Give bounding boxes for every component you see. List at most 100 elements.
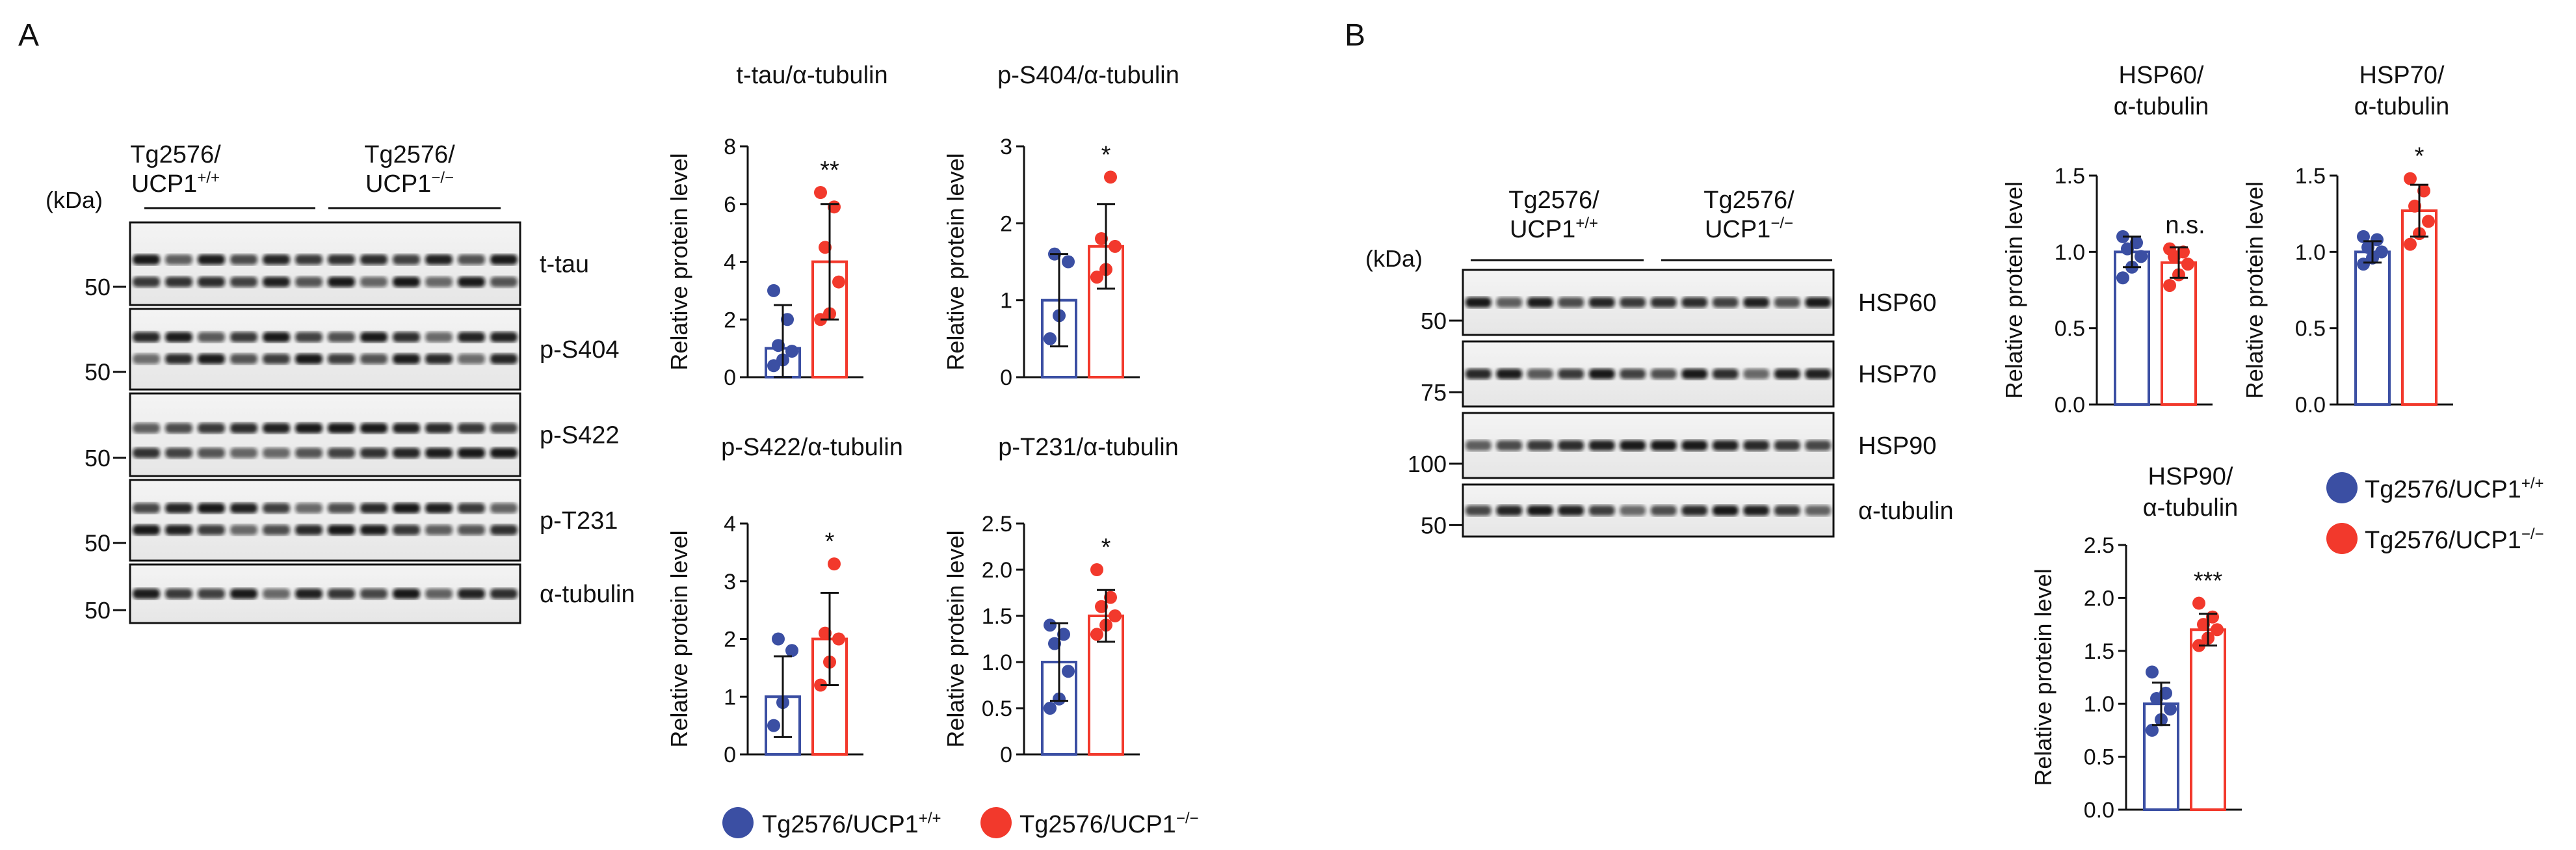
y-tick-label-3-4: 2.0: [982, 558, 1012, 583]
chart-title-2: p-S422/α-tubulin: [721, 434, 903, 461]
a-band-0-6-0: [328, 254, 355, 265]
y-label-6: Relative protein level: [2030, 568, 2057, 786]
a-band-0-3-0: [230, 254, 257, 265]
a-band-1-5-0: [295, 332, 322, 343]
point-3-0-0: [1044, 702, 1057, 715]
a-blot-label-0: t-tau: [540, 251, 589, 278]
a-band-2-7-0: [360, 423, 388, 434]
chart-title-6: HSP90/: [2148, 463, 2233, 490]
legend-b-wt-label: Tg2576/UCP1+/+: [2365, 475, 2544, 503]
legend-a-ko-marker: [980, 807, 1012, 838]
point-3-1-2: [1109, 609, 1122, 622]
b-band-1-0-0: [1465, 369, 1492, 379]
y-tick-label-3-1: 0.5: [982, 697, 1012, 721]
a-band-2-10-1: [458, 447, 485, 458]
a-band-3-1-0: [165, 503, 192, 514]
point-2-0-2: [785, 644, 798, 657]
b-band-2-7-0: [1681, 440, 1708, 451]
a-band-4-0-0: [133, 589, 160, 599]
point-4-0-3: [2121, 242, 2134, 256]
point-0-1-2: [832, 275, 845, 289]
b-band-2-9-0: [1743, 440, 1770, 451]
point-0-1-3: [819, 241, 832, 254]
a-band-1-10-0: [458, 332, 485, 343]
a-blot-0: [129, 221, 521, 306]
point-1-1-4: [1104, 170, 1117, 184]
a-band-3-9-0: [425, 503, 453, 514]
y-label-2: Relative protein level: [666, 530, 692, 747]
point-5-1-3: [2408, 199, 2421, 213]
b-band-0-3-0: [1558, 297, 1584, 308]
legend-a-wt-marker: [722, 807, 754, 838]
b-band-1-4-0: [1588, 369, 1615, 379]
b-band-2-2-0: [1527, 440, 1553, 451]
point-0-0-4: [781, 313, 794, 326]
a-band-2-10-0: [458, 423, 485, 434]
point-6-1-5: [2192, 596, 2205, 610]
a-band-4-4-0: [263, 589, 290, 599]
b-band-0-1-0: [1496, 297, 1523, 308]
b-band-2-8-0: [1712, 440, 1739, 451]
point-4-0-2: [2135, 250, 2148, 263]
point-1-1-2: [1109, 239, 1122, 253]
point-3-0-5: [1044, 618, 1057, 632]
panel-b-blot: Tg2576/ UCP1+/+ Tg2576/ UCP1−/− (kDa) HS…: [1365, 187, 1954, 538]
a-band-3-11-0: [490, 503, 518, 514]
a-band-4-6-0: [328, 589, 355, 599]
a-band-4-3-0: [230, 589, 257, 599]
point-5-0-0: [2357, 258, 2370, 271]
point-1-1-0: [1090, 271, 1103, 284]
point-5-0-2: [2375, 245, 2388, 259]
a-band-3-10-0: [458, 503, 485, 514]
chart-4: HSP60/α-tubulin 0.0 0.5 1.0 1.5 Relative prot…: [2001, 62, 2213, 418]
y-tick-label-2-4: 4: [724, 512, 736, 537]
panel-label-a: A: [18, 18, 39, 53]
a-band-3-5-0: [295, 503, 322, 514]
point-2-1-2: [832, 632, 845, 646]
y-tick-label-6-2: 1.0: [2084, 692, 2114, 717]
a-band-3-1-1: [165, 524, 192, 535]
panel-label-b: B: [1345, 18, 1365, 53]
point-3-0-4: [1057, 628, 1070, 641]
legend-b-ko-label: Tg2576/UCP1−/−: [2365, 525, 2544, 554]
y-tick-label-2-3: 3: [724, 570, 736, 594]
a-band-1-11-1: [490, 353, 518, 364]
a-band-2-5-1: [295, 447, 322, 458]
a-band-4-8-0: [393, 589, 420, 599]
point-4-1-5: [2163, 242, 2176, 256]
y-tick-label-5-1: 0.5: [2295, 317, 2326, 341]
significance-4: n.s.: [2165, 211, 2205, 239]
chart-subtitle-5: α-tubulin: [2354, 93, 2450, 120]
a-band-0-4-1: [263, 276, 290, 287]
chart-3: p-T231/α-tubulin 0 0.5 1.0 1.5 2.0 2.5 Relative…: [942, 434, 1179, 767]
b-band-1-3-0: [1558, 369, 1584, 379]
a-band-1-0-0: [133, 332, 160, 343]
legend-a-wt-label: Tg2576/UCP1+/+: [762, 810, 941, 838]
a-band-1-2-1: [198, 353, 225, 364]
a-band-0-2-0: [198, 254, 225, 265]
point-6-0-0: [2146, 723, 2159, 737]
a-band-3-7-0: [360, 503, 388, 514]
point-6-1-3: [2197, 618, 2210, 631]
point-3-0-2: [1062, 665, 1075, 678]
a-band-0-2-1: [198, 276, 225, 287]
b-blot-3: [1462, 483, 1835, 538]
point-5-1-5: [2404, 172, 2417, 185]
a-band-0-0-0: [133, 254, 160, 265]
point-0-0-5: [767, 284, 780, 297]
a-marker-1: 50: [85, 359, 111, 386]
a-band-3-11-1: [490, 524, 518, 535]
b-blot-0: [1462, 269, 1835, 336]
a-band-2-4-0: [263, 423, 290, 434]
a-band-4-2-0: [198, 589, 225, 599]
chart-0: t-tau/α-tubulin 0 2 4 6 8 Relative protein lev…: [666, 62, 888, 390]
b-blot-label-0: HSP60: [1858, 289, 1936, 317]
a-band-2-0-0: [133, 423, 160, 434]
y-label-1: Relative protein level: [942, 153, 969, 370]
b-band-3-9-0: [1743, 505, 1770, 516]
a-blot-3: [129, 479, 521, 562]
a-band-1-3-0: [230, 332, 257, 343]
y-tick-label-4-0: 0.0: [2055, 393, 2085, 418]
a-band-1-4-1: [263, 353, 290, 364]
b-blot-label-1: HSP70: [1858, 361, 1936, 388]
